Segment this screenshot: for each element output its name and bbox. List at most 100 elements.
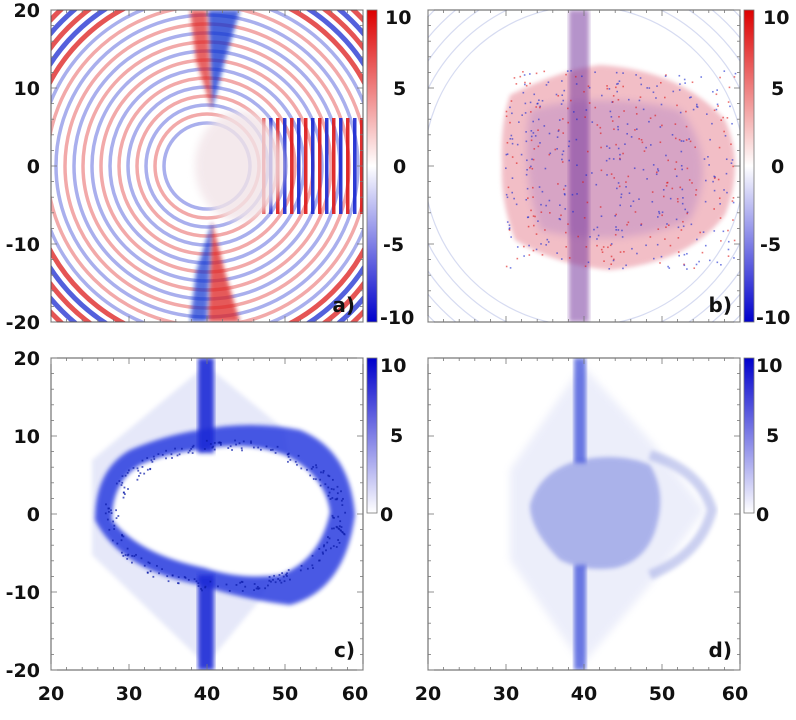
speckle: [339, 520, 342, 523]
speckle: [143, 564, 146, 567]
x-tick-label: 20: [38, 683, 64, 705]
speckle: [274, 581, 277, 584]
speckle: [727, 240, 730, 243]
speckle: [544, 167, 547, 170]
speckle: [557, 130, 560, 132]
speckle: [511, 156, 514, 158]
speckle: [543, 70, 546, 73]
wave-stripe: [325, 118, 329, 214]
speckle: [524, 81, 526, 84]
speckle: [340, 529, 342, 532]
speckle: [627, 98, 630, 101]
speckle: [286, 572, 288, 575]
speckle: [683, 263, 685, 266]
speckle: [656, 85, 658, 87]
x-tick-label: 30: [116, 683, 142, 705]
speckle: [193, 578, 196, 581]
speckle: [147, 561, 150, 564]
speckle: [309, 474, 312, 477]
speckle: [666, 181, 668, 184]
speckle: [533, 148, 536, 150]
speckle: [708, 164, 710, 166]
speckle: [513, 197, 515, 200]
wave-stripe: [297, 118, 301, 214]
speckle: [630, 136, 633, 138]
speckle: [568, 257, 571, 259]
panel-a: 20 10 0 -10 -20 a) 10 5 0 -5 -10: [6, 0, 415, 334]
speckle: [529, 82, 531, 85]
speckle: [562, 99, 565, 102]
speckle: [255, 587, 258, 590]
speckle: [555, 93, 558, 96]
speckle: [195, 580, 198, 583]
speckle: [667, 265, 669, 268]
speckle: [136, 467, 139, 470]
speckle: [167, 580, 170, 583]
speckle: [312, 478, 315, 480]
speckle: [527, 225, 530, 228]
speckle: [681, 168, 683, 171]
speckle: [622, 72, 624, 74]
speckle: [713, 189, 716, 192]
speckle: [235, 584, 238, 586]
x-tick-label: 50: [272, 683, 298, 705]
speckle: [540, 203, 542, 206]
speckle: [533, 93, 536, 96]
speckle: [712, 180, 714, 183]
speckle: [171, 457, 173, 459]
speckle: [665, 185, 668, 187]
speckle: [240, 447, 243, 450]
y-tick-label: 0: [27, 504, 40, 526]
speckle: [294, 460, 297, 463]
speckle: [336, 497, 339, 500]
speckle: [582, 181, 584, 183]
speckle: [661, 214, 663, 217]
speckle: [253, 583, 256, 585]
speckle: [122, 491, 125, 494]
speckle: [283, 580, 286, 583]
speckle: [585, 246, 588, 248]
colorbar-tick-label: 0: [380, 504, 393, 526]
speckle: [120, 484, 123, 486]
colorbar-tick-label: 5: [390, 425, 403, 447]
speckle: [679, 186, 682, 189]
speckle: [522, 71, 524, 73]
speckle: [608, 88, 611, 90]
speckle: [585, 174, 588, 176]
speckle: [113, 528, 116, 530]
speckle: [669, 244, 672, 247]
speckle: [617, 182, 620, 184]
speckle: [529, 166, 531, 169]
speckle: [712, 90, 714, 93]
speckle: [597, 234, 600, 237]
speckle: [508, 224, 511, 227]
speckle: [704, 200, 707, 203]
speckle: [289, 578, 291, 581]
speckle: [515, 83, 518, 85]
speckle: [613, 258, 615, 261]
speckle: [257, 587, 260, 590]
speckle: [713, 230, 716, 232]
speckle: [244, 585, 247, 588]
speckle: [156, 564, 158, 567]
speckle: [141, 459, 144, 462]
speckle: [139, 472, 142, 475]
speckle: [231, 449, 233, 451]
speckle: [121, 481, 124, 484]
lower-red-wedge-a: [208, 222, 240, 322]
speckle: [161, 453, 164, 456]
speckle: [730, 143, 732, 146]
speckle: [732, 219, 734, 221]
speckle: [336, 485, 339, 488]
speckle: [690, 96, 692, 98]
speckle: [306, 567, 309, 570]
speckle: [149, 570, 152, 573]
speckle: [659, 141, 662, 144]
speckle: [685, 125, 688, 128]
speckle: [728, 86, 731, 89]
colorbar-tick-label: 10: [756, 355, 782, 377]
wave-stripe: [346, 118, 350, 214]
speckle: [646, 178, 648, 180]
speckle: [618, 115, 620, 118]
speckle: [630, 205, 632, 207]
